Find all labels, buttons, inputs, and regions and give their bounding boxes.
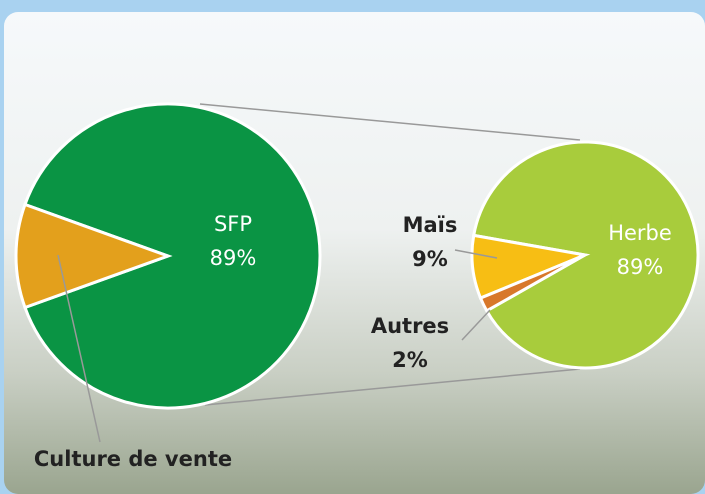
- slice-label: Autres: [371, 314, 449, 338]
- pie-slice: [14, 202, 173, 310]
- slice-label: Herbe: [608, 221, 672, 245]
- connector: [199, 103, 581, 141]
- leader-line: [57, 254, 101, 443]
- slice-label: SFP: [214, 212, 252, 236]
- value-label: 2%: [392, 348, 428, 372]
- value-label: 89%: [617, 255, 664, 279]
- slice-label: Culture de vente: [34, 447, 232, 471]
- value-label: 89%: [210, 246, 257, 270]
- connector: [204, 368, 581, 406]
- pies: [14, 102, 700, 410]
- leader-line: [461, 309, 491, 341]
- pie-slice: [478, 253, 586, 313]
- pie-slice: [23, 102, 322, 410]
- slice-label: Maïs: [403, 213, 458, 237]
- leader-line: [454, 249, 498, 259]
- value-label: 9%: [412, 247, 448, 271]
